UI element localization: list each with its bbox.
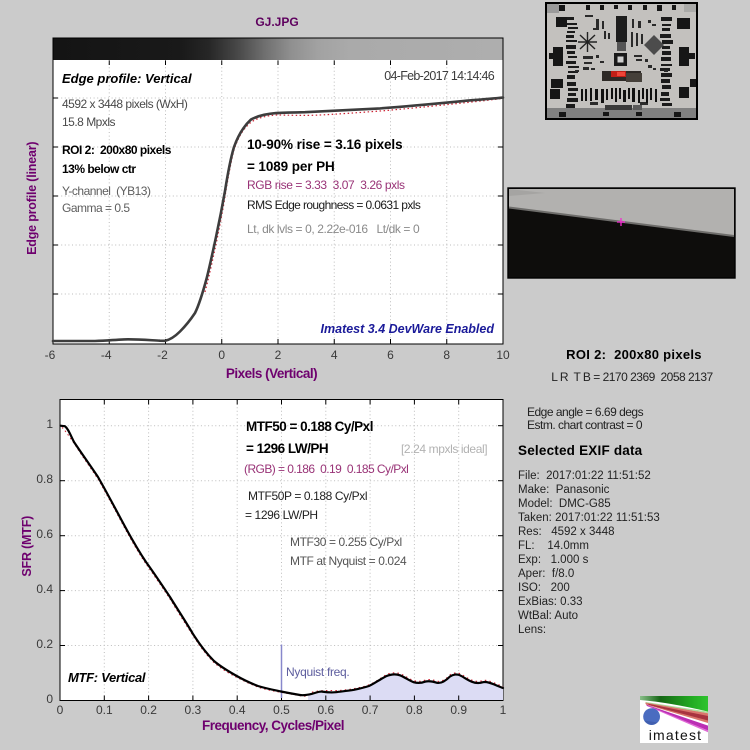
svg-text:imatest: imatest: [649, 727, 703, 743]
